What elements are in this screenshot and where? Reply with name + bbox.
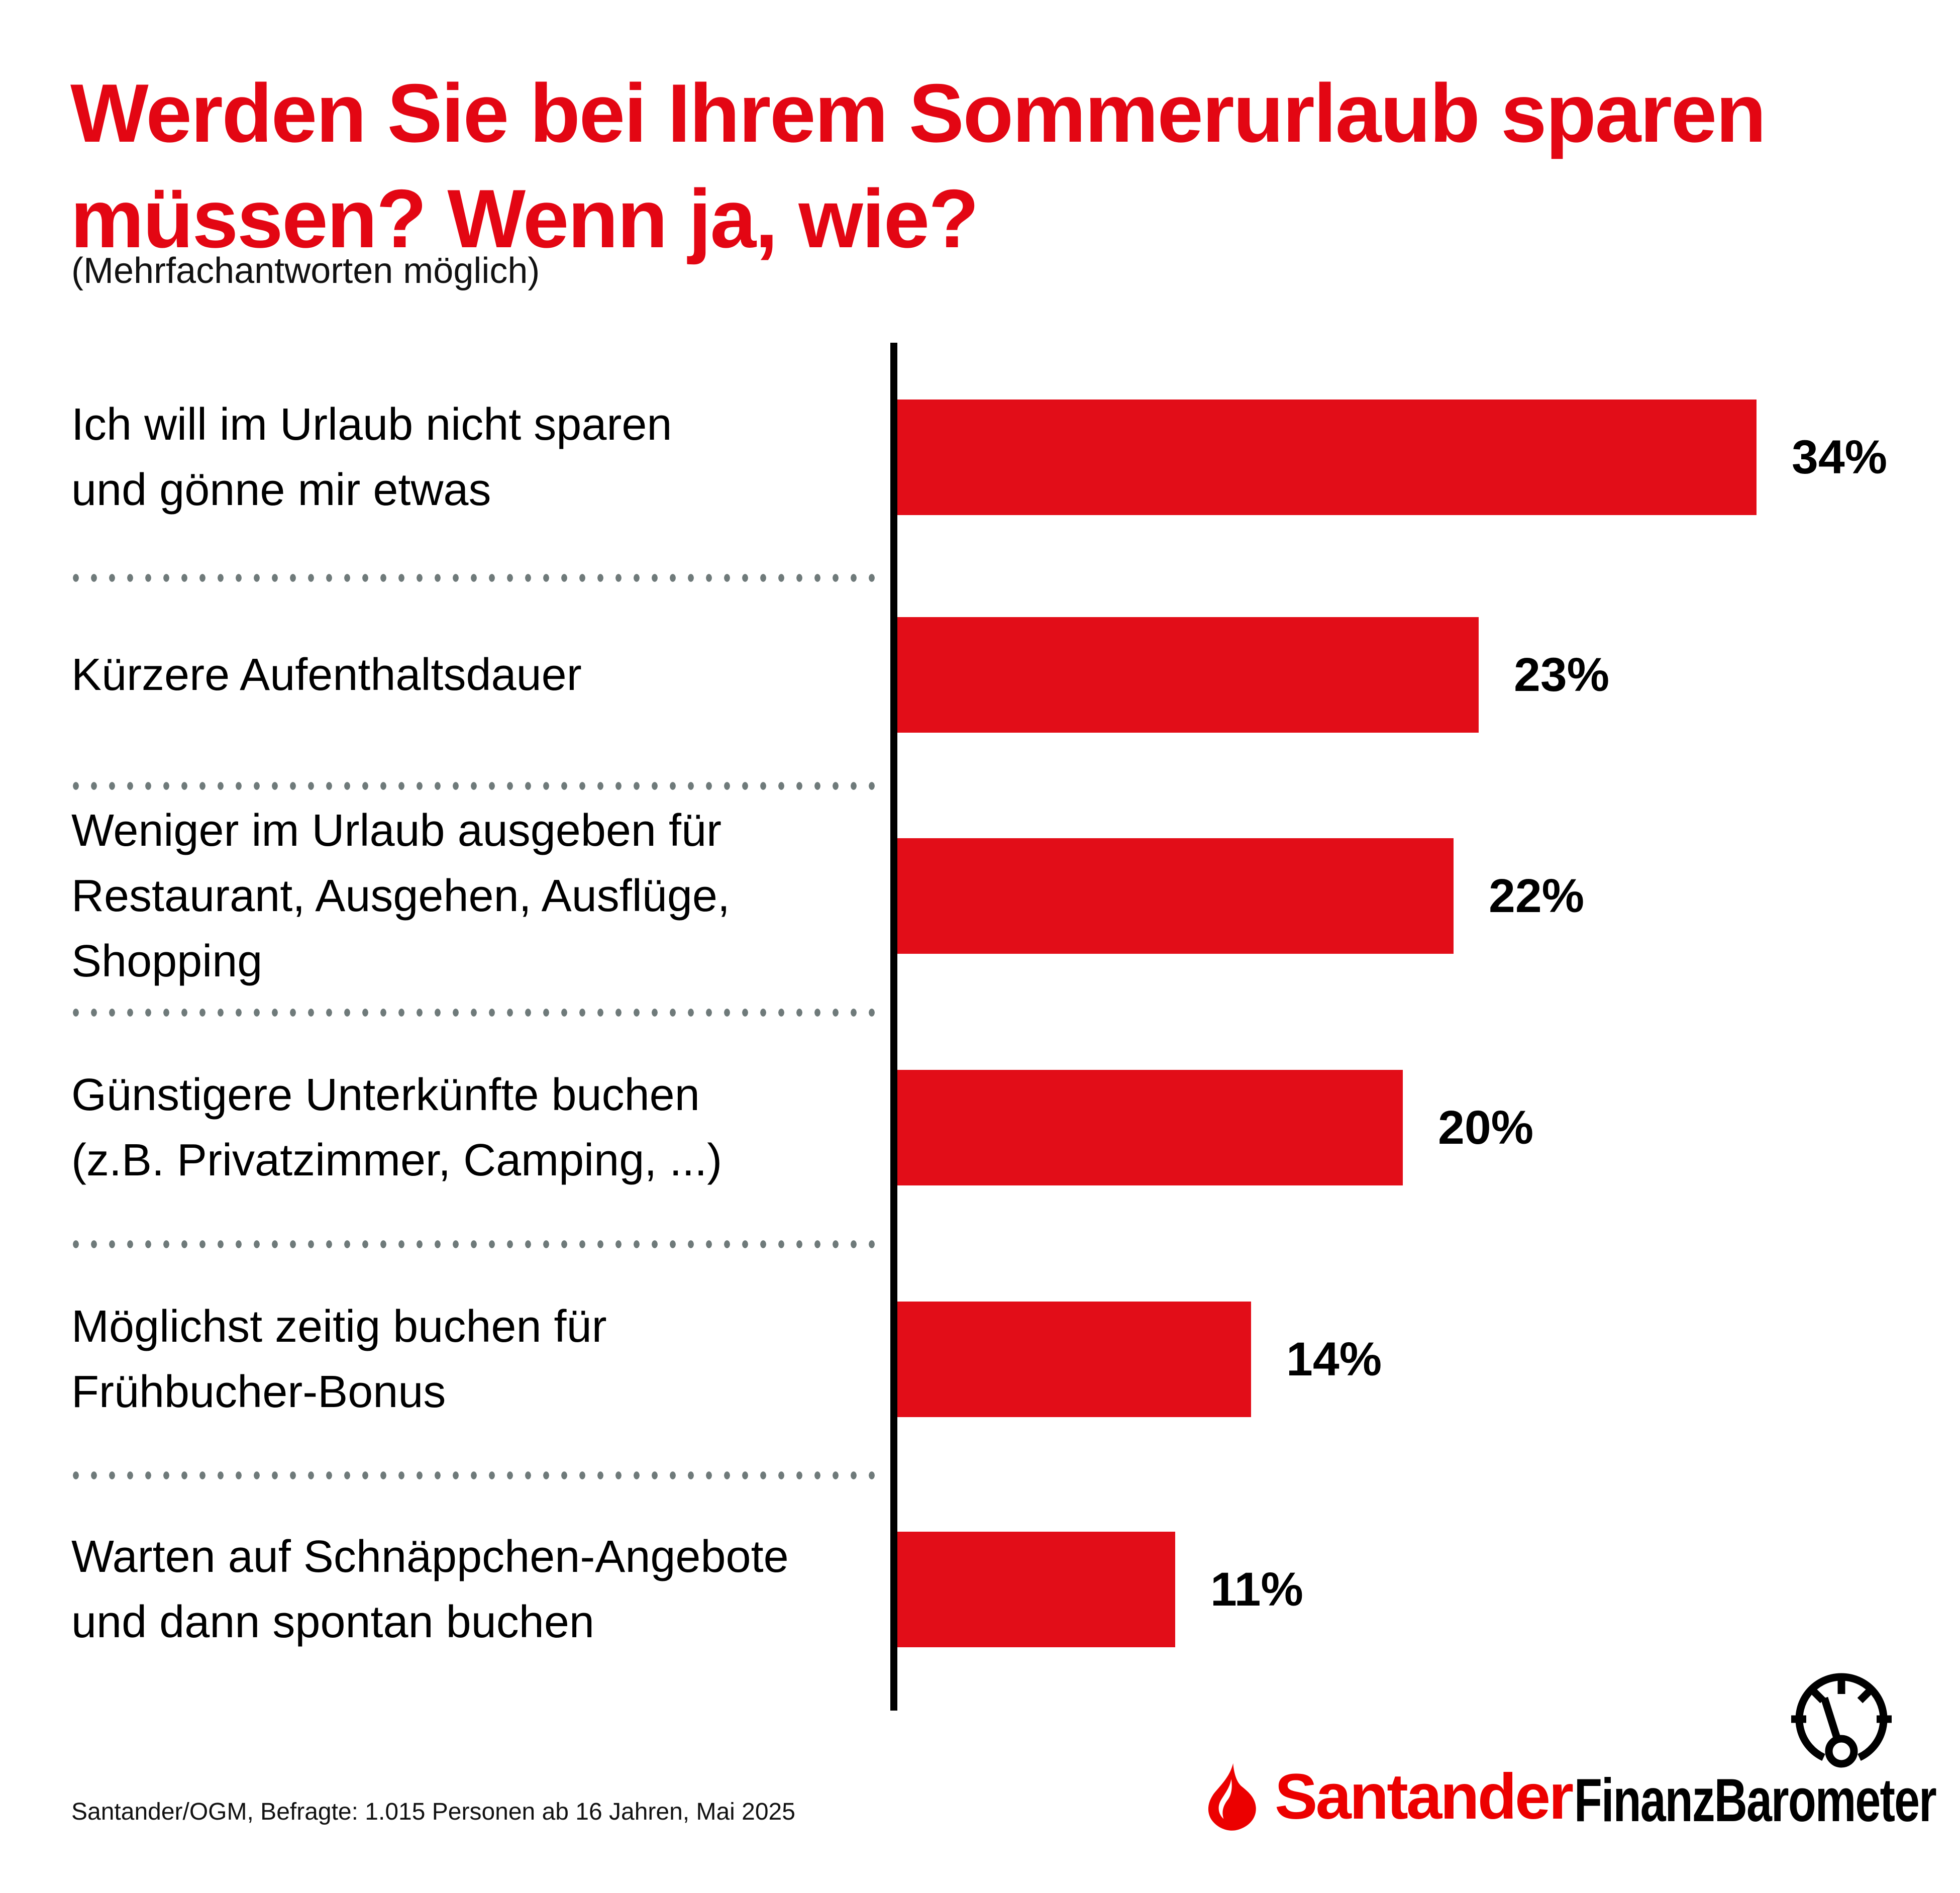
category-label: Warten auf Schnäppchen-Angebote und dann … <box>71 1532 865 1647</box>
chart-row: Weniger im Urlaub ausgeben für Restaurant… <box>0 806 1960 986</box>
page-title-line2: müssen? Wenn ja, wie? <box>70 172 979 265</box>
category-label-line: (z.B. Privatzimmer, Camping, ...) <box>71 1135 723 1185</box>
bar <box>897 617 1479 733</box>
value-label: 34% <box>1792 430 1888 484</box>
value-label: 14% <box>1286 1332 1382 1386</box>
category-label: Kürzere Aufenthaltsdauer <box>71 617 865 733</box>
bar <box>897 1302 1251 1417</box>
category-label: Günstigere Unterkünfte buchen (z.B. Priva… <box>71 1070 865 1185</box>
category-label-line: und dann spontan buchen <box>71 1597 594 1647</box>
value-label: 22% <box>1489 869 1585 923</box>
category-label-line: Ich will im Urlaub nicht sparen <box>71 400 672 450</box>
category-label-line: Kürzere Aufenthaltsdauer <box>71 650 582 700</box>
chart-row: Günstigere Unterkünfte buchen (z.B. Priva… <box>0 1070 1960 1185</box>
category-label-line: Weniger im Urlaub ausgeben für <box>71 806 722 856</box>
bar <box>897 838 1454 954</box>
chart-axis <box>890 343 897 1711</box>
dotted-separator <box>71 1008 883 1017</box>
gauge-icon <box>1791 1673 1892 1768</box>
category-label-line: Restaurant, Ausgehen, Ausflüge, Shopping <box>71 871 730 986</box>
flame-icon <box>1208 1763 1256 1831</box>
chart-row: Warten auf Schnäppchen-Angebote und dann … <box>0 1532 1960 1647</box>
chart-row: Kürzere Aufenthaltsdauer 23% <box>0 617 1960 733</box>
dotted-separator <box>71 573 883 582</box>
category-label: Ich will im Urlaub nicht sparen und gönne… <box>71 400 865 515</box>
value-label: 11% <box>1210 1562 1303 1616</box>
category-label-line: Frühbucher-Bonus <box>71 1367 446 1417</box>
bar <box>897 1070 1403 1185</box>
category-label: Möglichst zeitig buchen für Frühbucher-Bo… <box>71 1302 865 1417</box>
page-title-line1: Werden Sie bei Ihrem Sommerurlaub sparen <box>70 67 1767 159</box>
category-label-line: und gönne mir etwas <box>71 465 491 515</box>
source-note: Santander/OGM, Befragte: 1.015 Personen … <box>71 1799 795 1825</box>
santander-finanzbarometer-logo: Santander FinanzBarometer <box>1198 1668 1937 1839</box>
category-label: Weniger im Urlaub ausgeben für Restaurant… <box>71 806 865 986</box>
dotted-separator <box>71 781 883 790</box>
bar <box>897 1532 1175 1647</box>
category-label-line: Günstigere Unterkünfte buchen <box>71 1070 700 1120</box>
bar <box>897 400 1757 515</box>
logo-brand-text: Santander <box>1275 1761 1574 1833</box>
category-label-line: Warten auf Schnäppchen-Angebote <box>71 1532 789 1582</box>
logo-product-text: FinanzBarometer <box>1574 1766 1937 1834</box>
value-label: 23% <box>1514 648 1610 702</box>
page-title: Werden Sie bei Ihrem Sommerurlaub sparen… <box>70 60 1804 271</box>
chart-row: Ich will im Urlaub nicht sparen und gönne… <box>0 400 1960 515</box>
chart-row: Möglichst zeitig buchen für Frühbucher-Bo… <box>0 1302 1960 1417</box>
category-label-line: Möglichst zeitig buchen für <box>71 1302 607 1352</box>
value-label: 20% <box>1438 1101 1534 1154</box>
dotted-separator <box>71 1240 883 1249</box>
logo-product-wrap: FinanzBarometer <box>1574 1765 1937 1835</box>
page-subtitle: (Mehrfachantworten möglich) <box>71 251 540 291</box>
dotted-separator <box>71 1471 883 1480</box>
